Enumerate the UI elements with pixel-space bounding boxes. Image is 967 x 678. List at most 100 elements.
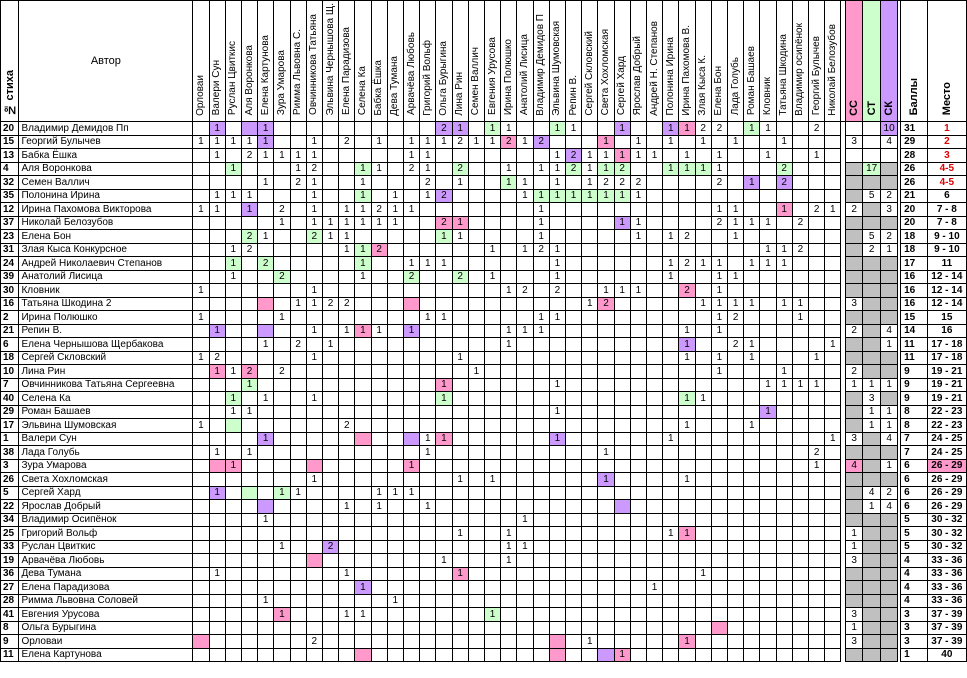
vote-cell xyxy=(726,458,745,474)
cc-cell xyxy=(844,256,864,271)
vote-cell xyxy=(808,364,826,379)
place-cell: 17 - 18 xyxy=(926,350,967,366)
vote-cell: 1 xyxy=(629,188,647,204)
table-row: 3 Зура Умарова 1 1 1 4 1 6 26 - 29 xyxy=(0,458,967,474)
vote-cell xyxy=(645,215,664,231)
ct-cell xyxy=(862,647,881,663)
vote-cell xyxy=(678,566,696,582)
vote-cell xyxy=(257,553,275,568)
vote-cell xyxy=(645,566,664,582)
vote-cell xyxy=(694,269,712,285)
vote-cell xyxy=(240,391,259,406)
vote-cell xyxy=(808,283,826,298)
vote-cell: 1 xyxy=(710,256,729,271)
vote-cell xyxy=(597,404,615,420)
vote-cell: 1 xyxy=(775,256,793,271)
ck-header-label: СК xyxy=(883,100,896,116)
vote-cell xyxy=(662,350,680,366)
poem-number: 20 xyxy=(0,121,20,136)
vote-cell xyxy=(629,607,647,622)
voter-header-label: Овчинникова Татьяна xyxy=(308,14,320,116)
vote-cell xyxy=(370,553,388,568)
vote-cell xyxy=(710,566,729,582)
vote-cell xyxy=(451,647,469,663)
vote-cell xyxy=(402,553,421,568)
vote-cell xyxy=(645,188,664,204)
vote-cell: 1 xyxy=(808,377,826,393)
vote-cell: 1 xyxy=(257,391,275,406)
vote-cell: 1 xyxy=(694,256,712,271)
vote-cell xyxy=(743,323,761,339)
vote-cell xyxy=(305,256,323,271)
vote-cell: 1 xyxy=(662,431,680,447)
vote-cell: 1 xyxy=(192,350,210,366)
author-name: Орловаи xyxy=(18,634,194,649)
vote-cell xyxy=(532,485,550,501)
vote-cell xyxy=(192,620,210,636)
vote-cell: 1 xyxy=(273,148,291,163)
cc-cell xyxy=(844,242,864,258)
place-cell: 16 xyxy=(926,323,967,339)
vote-cell xyxy=(305,404,323,420)
vote-cell: 1 xyxy=(516,134,534,150)
vote-cell xyxy=(581,458,599,474)
vote-cell xyxy=(240,485,259,501)
vote-cell xyxy=(321,310,340,325)
vote-cell: 1 xyxy=(678,161,696,177)
vote-cell xyxy=(743,404,761,420)
vote-cell xyxy=(500,620,518,636)
vote-cell xyxy=(338,364,356,379)
vote-cell xyxy=(192,472,210,487)
vote-cell xyxy=(192,323,210,339)
poem-number: 8 xyxy=(0,620,20,636)
vote-cell xyxy=(305,607,323,622)
vote-cell xyxy=(435,269,453,285)
vote-cell xyxy=(645,607,664,622)
vote-cell xyxy=(597,215,615,231)
vote-cell xyxy=(500,148,518,163)
place-cell: 2 xyxy=(926,134,967,150)
place-cell: 37 - 39 xyxy=(926,607,967,622)
author-name: Сергей Хард xyxy=(18,485,194,501)
vote-cell xyxy=(662,485,680,501)
vote-cell xyxy=(581,350,599,366)
vote-cell xyxy=(224,634,242,649)
vote-cell xyxy=(516,161,534,177)
vote-cell xyxy=(451,431,469,447)
results-table: № стиха Автор Орловаи Валери Сун Руслан Цв… xyxy=(0,0,967,663)
vote-cell xyxy=(808,269,826,285)
vote-cell xyxy=(597,431,615,447)
vote-cell xyxy=(451,485,469,501)
vote-cell xyxy=(305,418,323,433)
ct-cell: 5 xyxy=(862,188,881,204)
vote-cell xyxy=(808,499,826,514)
vote-cell xyxy=(791,269,810,285)
vote-cell xyxy=(791,512,810,528)
voter-header: Бабка Ёшка xyxy=(370,0,388,123)
vote-cell: 1 xyxy=(808,350,826,366)
author-name: Ярослав Добрый xyxy=(18,499,194,514)
place-cell: 37 - 39 xyxy=(926,620,967,636)
ck-cell: 4 xyxy=(879,134,899,150)
vote-cell xyxy=(581,418,599,433)
vote-cell xyxy=(370,620,388,636)
vote-cell xyxy=(726,472,745,487)
vote-cell xyxy=(629,418,647,433)
vote-cell xyxy=(483,404,502,420)
ck-cell xyxy=(879,350,899,366)
place-cell: 33 - 36 xyxy=(926,566,967,582)
vote-cell xyxy=(516,485,534,501)
vote-cell xyxy=(467,296,485,312)
vote-cell: 1 xyxy=(224,391,242,406)
vote-cell xyxy=(532,431,550,447)
vote-cell xyxy=(645,485,664,501)
vote-cell xyxy=(402,350,421,366)
vote-cell xyxy=(402,607,421,622)
vote-cell xyxy=(759,229,777,244)
vote-cell: 1 xyxy=(402,323,421,339)
vote-cell xyxy=(581,215,599,231)
vote-cell xyxy=(419,566,437,582)
vote-cell: 1 xyxy=(694,134,712,150)
vote-cell xyxy=(500,418,518,433)
vote-cell xyxy=(791,121,810,136)
